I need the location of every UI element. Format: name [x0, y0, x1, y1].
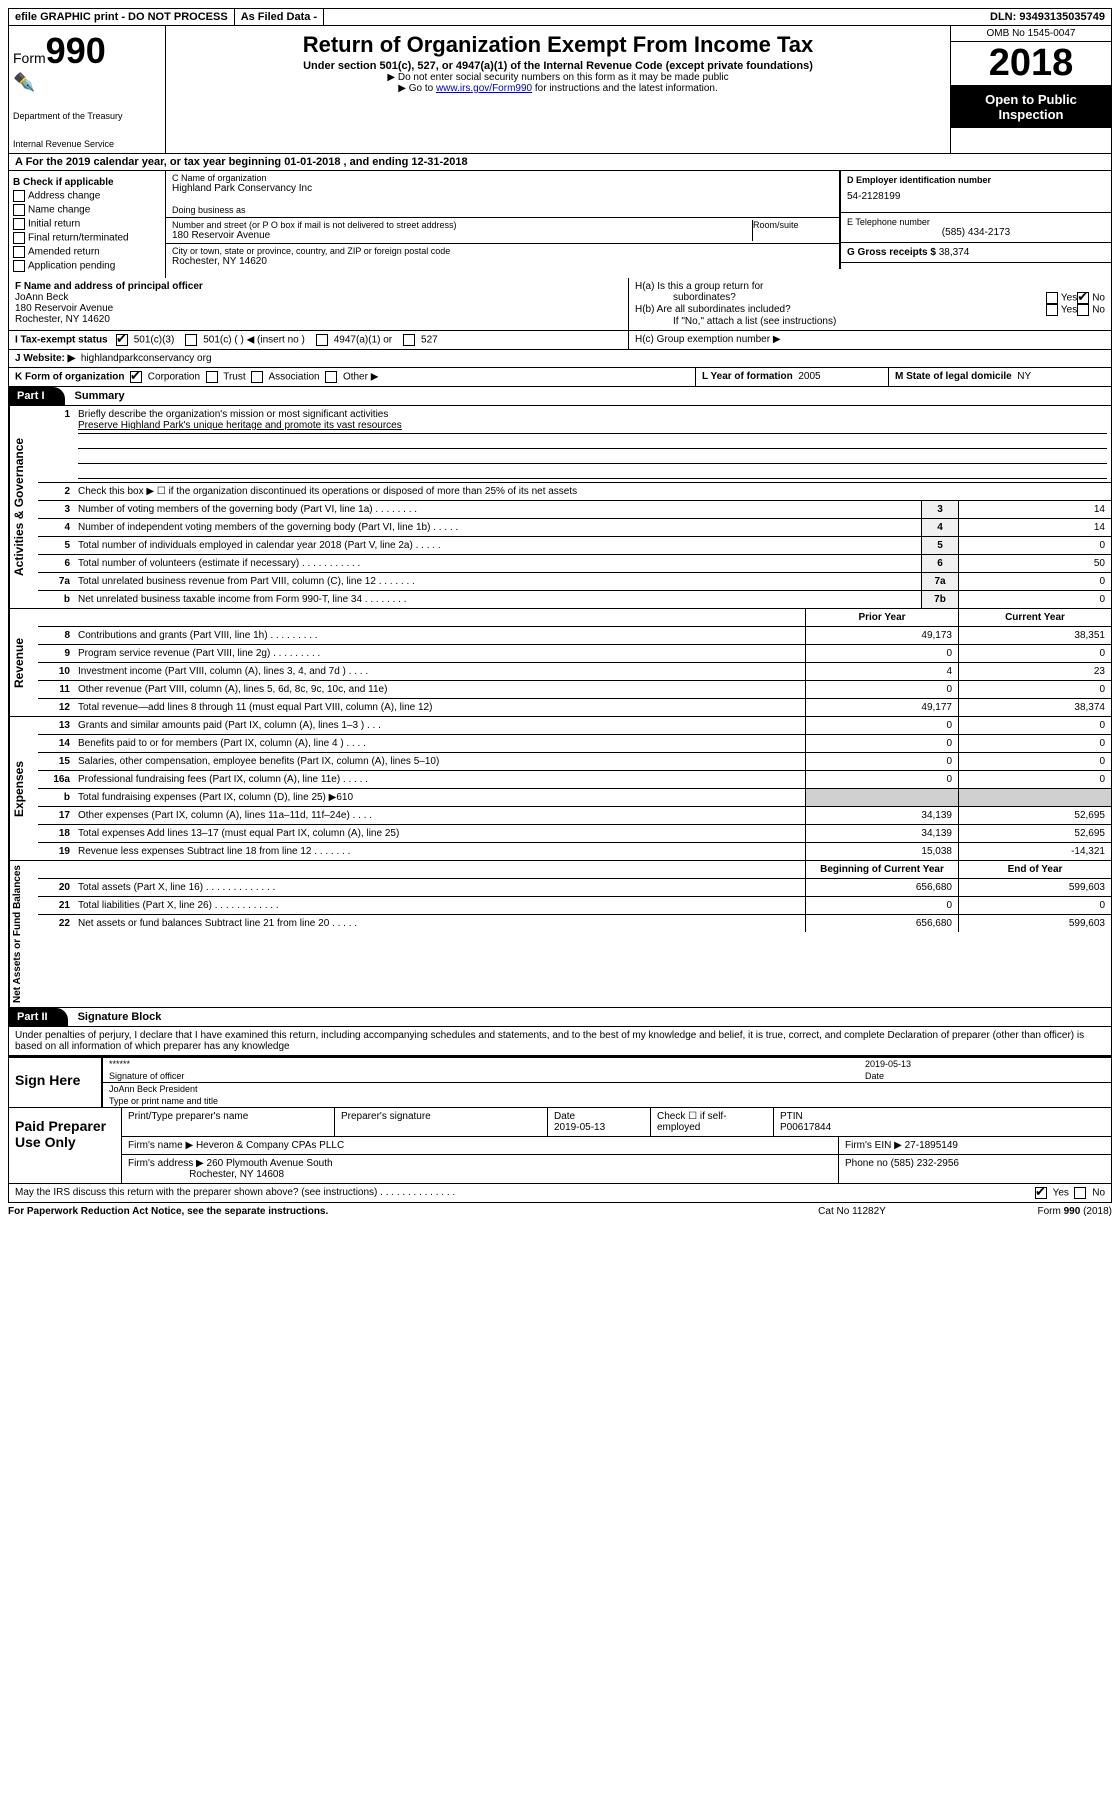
entity-block: B Check if applicable Address change Nam…: [8, 171, 1112, 278]
cb-4947[interactable]: [316, 334, 328, 346]
expenses-section: Expenses 13Grants and similar amounts pa…: [8, 717, 1112, 861]
firm-phone: (585) 232-2956: [891, 1158, 959, 1169]
ptin: P00617844: [780, 1122, 831, 1133]
cb-corp[interactable]: [130, 371, 142, 383]
row-f-h: F Name and address of principal officer …: [8, 278, 1112, 331]
footer: For Paperwork Reduction Act Notice, see …: [8, 1203, 1112, 1220]
part1-header: Part I Summary: [8, 387, 1112, 406]
paid-preparer-block: Paid Preparer Use Only Print/Type prepar…: [8, 1108, 1112, 1184]
activities-governance: Activities & Governance 1 Briefly descri…: [8, 406, 1112, 609]
form-header: Form990 ✒️ Department of the Treasury In…: [8, 26, 1112, 154]
top-bar: efile GRAPHIC print - DO NOT PROCESS As …: [8, 8, 1112, 26]
cb-501c3[interactable]: [116, 334, 128, 346]
net-assets-section: Net Assets or Fund Balances Beginning of…: [8, 861, 1112, 1008]
cb-name-change[interactable]: Name change: [13, 204, 161, 216]
v6: 50: [958, 555, 1111, 572]
cb-527[interactable]: [403, 334, 415, 346]
website: highlandparkconservancy org: [81, 353, 212, 364]
ein: 54-2128199: [847, 185, 1105, 208]
hb-no[interactable]: No: [1077, 304, 1105, 316]
cb-amended[interactable]: Amended return: [13, 246, 161, 258]
officer-signature: JoAnn Beck President: [109, 1084, 1105, 1094]
ha-no[interactable]: No: [1077, 292, 1105, 304]
cb-501c[interactable]: [185, 334, 197, 346]
as-filed: As Filed Data -: [235, 9, 324, 25]
v4: 14: [958, 519, 1111, 536]
row-i: I Tax-exempt status 501(c)(3) 501(c) ( )…: [8, 331, 1112, 350]
firm-ein: 27-1895149: [905, 1140, 958, 1151]
v7b: 0: [958, 591, 1111, 608]
cb-final-return[interactable]: Final return/terminated: [13, 232, 161, 244]
efile-notice: efile GRAPHIC print - DO NOT PROCESS: [9, 9, 235, 25]
cb-initial-return[interactable]: Initial return: [13, 218, 161, 230]
ha-yes[interactable]: Yes: [1046, 292, 1077, 304]
city-state-zip: Rochester, NY 14620: [172, 256, 833, 267]
firm-address: 260 Plymouth Avenue South: [207, 1158, 333, 1169]
domicile-state: NY: [1017, 371, 1031, 382]
officer-name: JoAnn Beck: [15, 292, 622, 303]
perjury-statement: Under penalties of perjury, I declare th…: [8, 1027, 1112, 1056]
telephone: (585) 434-2173: [847, 227, 1105, 238]
org-name: Highland Park Conservancy Inc: [172, 183, 833, 194]
dept-treasury: Department of the Treasury: [13, 111, 161, 121]
cb-application-pending[interactable]: Application pending: [13, 260, 161, 272]
col-b-checkboxes: B Check if applicable Address change Nam…: [9, 171, 166, 278]
firm-name: Heveron & Company CPAs PLLC: [196, 1140, 344, 1151]
omb-number: OMB No 1545-0047: [951, 26, 1111, 42]
part2-header: Part II Signature Block: [8, 1008, 1112, 1027]
v5: 0: [958, 537, 1111, 554]
year-formed: 2005: [798, 371, 820, 382]
row-j: J Website: ▶ highlandparkconservancy org: [8, 350, 1112, 368]
cb-other[interactable]: [325, 371, 337, 383]
v7a: 0: [958, 573, 1111, 590]
gross-receipts: 38,374: [939, 247, 970, 258]
sign-here-block: Sign Here ******2019-05-13 Signature of …: [8, 1056, 1112, 1108]
form-label: Form: [13, 50, 46, 66]
subtitle-3: ▶ Go to www.irs.gov/Form990 for instruct…: [170, 83, 946, 94]
form990-link[interactable]: www.irs.gov/Form990: [436, 83, 532, 94]
street-address: 180 Reservoir Avenue: [172, 230, 752, 241]
discuss-no[interactable]: [1074, 1187, 1086, 1199]
tax-year: 2018: [951, 42, 1111, 86]
form-number: 990: [46, 30, 106, 71]
discuss-row: May the IRS discuss this return with the…: [8, 1184, 1112, 1203]
subtitle-2: ▶ Do not enter social security numbers o…: [170, 72, 946, 83]
cb-assoc[interactable]: [251, 371, 263, 383]
dln: DLN: 93493135035749: [984, 9, 1111, 25]
hb-yes[interactable]: Yes: [1046, 304, 1077, 316]
discuss-yes[interactable]: [1035, 1187, 1047, 1199]
open-public: Open to Public Inspection: [951, 86, 1111, 128]
row-klm: K Form of organization Corporation Trust…: [8, 368, 1112, 387]
revenue-section: Revenue Prior YearCurrent Year 8Contribu…: [8, 609, 1112, 717]
mission: Preserve Highland Park's unique heritage…: [78, 420, 1107, 434]
subtitle-1: Under section 501(c), 527, or 4947(a)(1)…: [170, 60, 946, 72]
form-title: Return of Organization Exempt From Incom…: [170, 32, 946, 58]
hc-exemption: H(c) Group exemption number ▶: [629, 331, 1111, 349]
cb-self-employed[interactable]: Check ☐ if self-employed: [651, 1108, 774, 1136]
cb-trust[interactable]: [206, 371, 218, 383]
row-a: A For the 2019 calendar year, or tax yea…: [8, 154, 1112, 171]
v3: 14: [958, 501, 1111, 518]
irs-label: Internal Revenue Service: [13, 139, 161, 149]
cb-address-change[interactable]: Address change: [13, 190, 161, 202]
